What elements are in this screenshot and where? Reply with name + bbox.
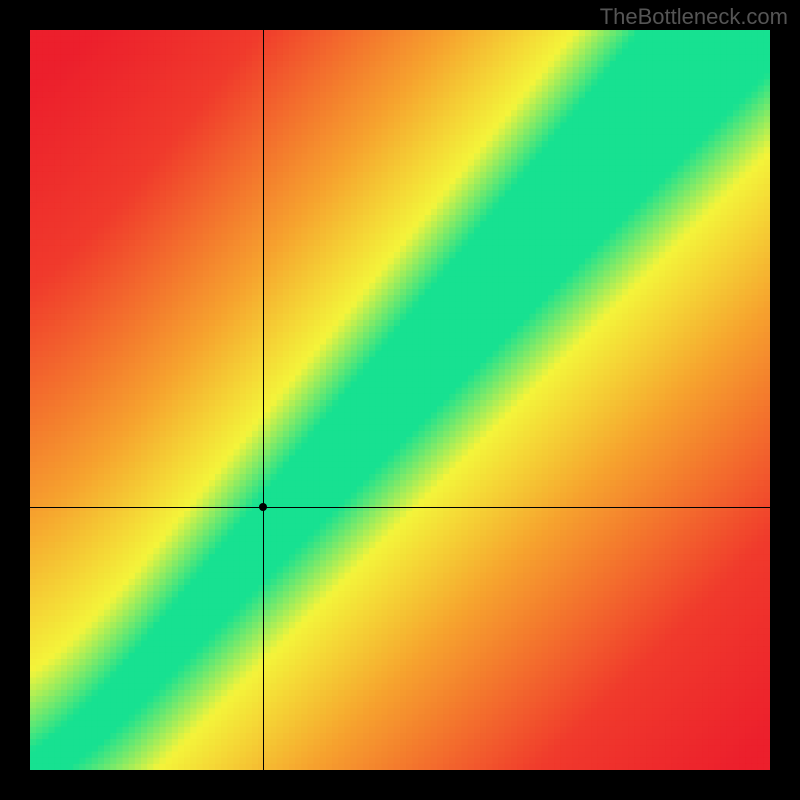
chart-container: TheBottleneck.com: [0, 0, 800, 800]
watermark-text: TheBottleneck.com: [600, 4, 788, 30]
heatmap-plot-area: [30, 30, 770, 770]
heatmap-canvas: [30, 30, 770, 770]
